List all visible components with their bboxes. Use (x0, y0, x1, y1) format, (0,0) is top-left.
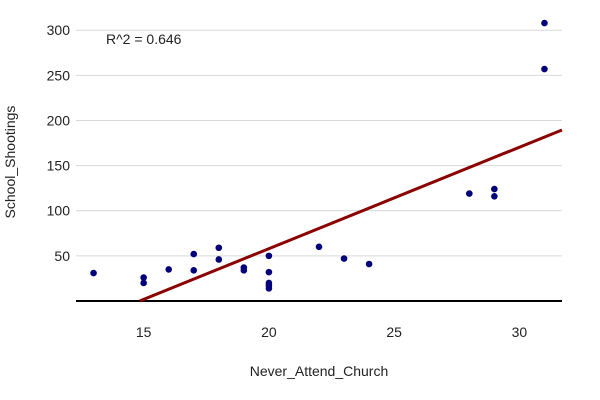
data-point (165, 266, 172, 273)
r-squared-annotation: R^2 = 0.646 (106, 31, 182, 47)
regression-line (139, 128, 563, 303)
data-point (265, 268, 273, 276)
data-point (90, 269, 97, 277)
y-tick-label: 300 (47, 22, 71, 38)
data-point (340, 255, 348, 262)
data-point (215, 244, 223, 252)
data-point (365, 260, 373, 268)
x-tick-label: 25 (386, 324, 402, 340)
data-point (541, 65, 548, 73)
data-point (265, 285, 273, 292)
data-point (190, 267, 198, 274)
axes: 50 100 150 200 250 300 15 20 25 30 (47, 22, 562, 340)
data-point (265, 252, 273, 260)
data-point (215, 256, 223, 263)
gridlines (76, 29, 562, 257)
y-tick-label: 50 (54, 248, 70, 264)
data-point (240, 267, 248, 274)
y-tick-label: 150 (47, 158, 71, 174)
data-point (491, 193, 498, 200)
data-point (190, 250, 198, 258)
data-point (466, 190, 473, 197)
data-point (140, 279, 147, 287)
data-point (541, 19, 548, 27)
x-axis-title: Never_Attend_Church (250, 363, 389, 379)
data-point (315, 243, 323, 251)
y-axis-title: School_Shootings (2, 106, 18, 219)
data-points (90, 19, 548, 292)
data-point (140, 274, 147, 281)
x-tick-label: 15 (136, 324, 152, 340)
x-tick-label: 30 (512, 324, 528, 340)
y-tick-label: 250 (47, 67, 71, 83)
trendline-layer (139, 128, 563, 303)
y-tick-label: 200 (47, 112, 71, 128)
data-point (491, 185, 498, 193)
y-tick-label: 100 (47, 203, 71, 219)
x-tick-label: 20 (261, 324, 277, 340)
labels: R^2 = 0.646 Never_Attend_Church School_S… (2, 31, 388, 379)
